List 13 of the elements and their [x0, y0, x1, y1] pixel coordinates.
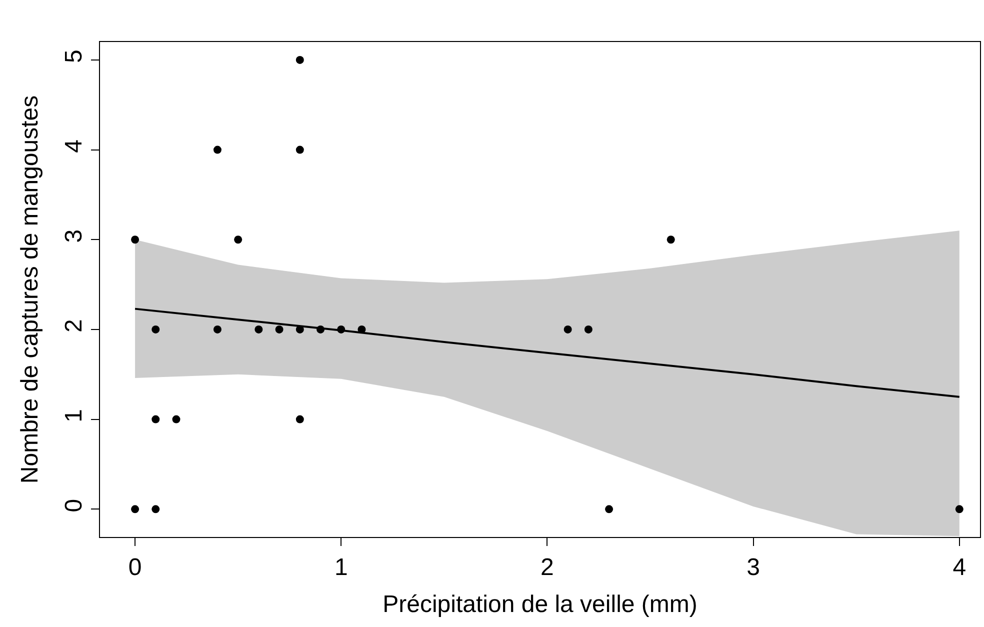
x-tick-label: 3 — [746, 554, 760, 581]
y-tick-label: 2 — [60, 319, 88, 333]
y-tick-label: 5 — [60, 50, 88, 64]
x-tick-label: 4 — [952, 554, 966, 581]
y-tick-label: 1 — [60, 409, 88, 422]
x-tick-label: 0 — [128, 554, 142, 581]
y-axis-title: Nombre de captures de mangoustes — [16, 95, 44, 484]
x-tick-label: 1 — [334, 554, 348, 581]
y-tick-label: 3 — [60, 229, 88, 243]
y-tick-label: 0 — [60, 498, 88, 512]
y-tick-label: 4 — [60, 140, 88, 153]
x-tick-label: 2 — [540, 554, 554, 581]
x-axis-title: Précipitation de la veille (mm) — [382, 591, 698, 618]
